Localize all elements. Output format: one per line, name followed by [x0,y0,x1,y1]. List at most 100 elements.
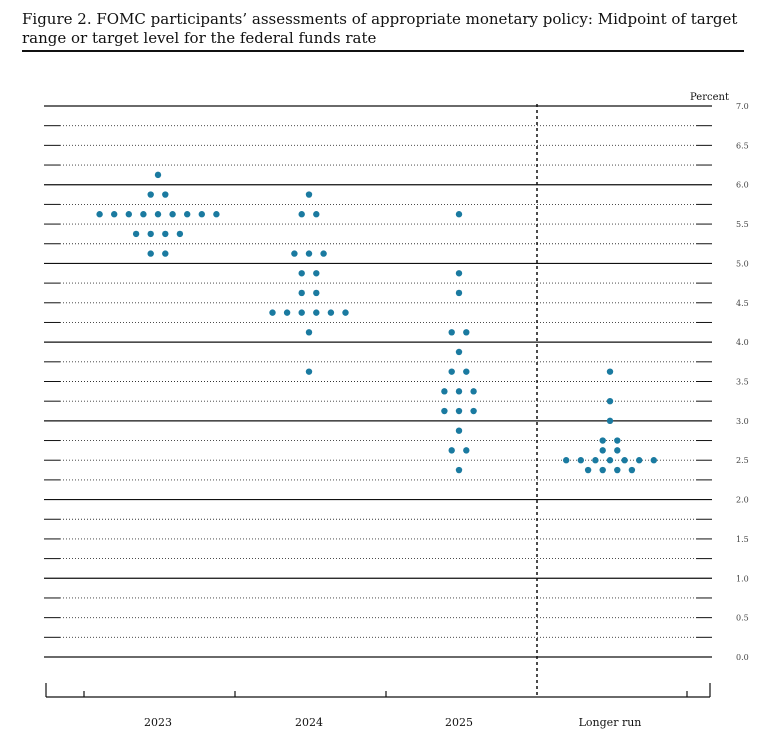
x-category-labels: 2023 2024 2025 Longer run [144,716,641,729]
dot [305,191,313,198]
dot [320,250,327,257]
dot [614,437,621,444]
dot [599,447,606,454]
dot [213,211,220,218]
y-tick-label: 1.5 [736,535,749,544]
dot [470,407,477,415]
dot [305,329,313,336]
y-tick-label: 3.0 [736,417,749,426]
dot [313,270,320,277]
y-tick-label: 2.5 [736,456,749,465]
dot [147,191,154,198]
dot [455,427,463,434]
dot [96,211,103,218]
dot [614,466,621,474]
dot [455,270,463,277]
dot [455,407,463,415]
dot [470,388,477,395]
dot [298,289,305,297]
dot [584,466,592,474]
figure-title: Figure 2. FOMC participants’ assessments… [22,10,738,47]
y-axis-unit-label: Percent [690,92,729,103]
dot [636,457,643,464]
dot [455,388,463,395]
dot [342,309,349,316]
dot [298,270,305,277]
dot [313,309,320,316]
dot [455,289,463,297]
y-tick-label: 3.5 [736,378,749,387]
dot [147,250,154,257]
dot [606,368,614,375]
dot [606,417,614,425]
dot [298,211,305,218]
dot [140,211,147,218]
dot [592,457,599,464]
title-rule [22,50,744,52]
x-category-label: 2023 [144,716,172,729]
dot [463,447,470,454]
dot [184,211,191,218]
y-tick-label: 4.5 [736,299,749,308]
dot [147,230,154,238]
x-category-label: Longer run [579,716,642,729]
dot [176,230,184,238]
dot [305,368,313,375]
dot [463,368,470,375]
x-category-label: 2024 [295,716,323,729]
y-tick-labels: 7.0 6.5 6.0 5.5 5.0 4.5 4.0 3.5 3.0 2.5 2.0 1.5 1.0 0… [736,102,749,662]
dot [269,309,276,316]
y-tick-label: 7.0 [736,102,749,111]
x-category-label: 2025 [445,716,473,729]
dot [441,407,448,415]
dot [327,309,335,316]
dot [298,309,305,316]
dot [455,466,463,474]
dot [463,329,470,336]
dot [125,211,132,218]
dot [154,211,162,218]
dot [313,289,320,297]
dot [162,250,169,257]
dot [448,329,455,336]
y-tick-label: 0.5 [736,614,749,623]
dot [291,250,298,257]
dot [614,447,621,454]
dot [162,191,169,198]
y-tick-label: 2.0 [736,496,749,505]
dot [441,388,448,395]
y-tick-label: 5.5 [736,220,749,229]
dot [455,211,463,218]
dot [448,368,455,375]
dots [96,171,657,474]
dot [162,230,169,238]
y-tick-label: 6.0 [736,181,749,190]
y-tick-label: 1.0 [736,574,749,583]
dot [313,211,320,218]
dot [628,466,636,474]
dot [111,211,118,218]
dot [563,457,570,464]
dot [650,457,657,464]
dot [283,309,291,316]
dot [599,437,606,444]
dot [599,466,606,474]
y-tick-label: 5.0 [736,259,749,268]
y-tick-label: 0.0 [736,653,749,662]
dot [455,348,463,356]
y-tick-label: 6.5 [736,141,749,150]
dot [305,250,313,257]
dot [169,211,176,218]
dot [606,397,614,405]
dot [132,230,140,238]
grid-lines [44,105,712,658]
dot [606,457,614,464]
dot [198,211,205,218]
dot [448,447,455,454]
dot [154,171,162,179]
dot [621,457,628,464]
y-tick-label: 4.0 [736,338,749,347]
dot [577,457,584,464]
x-axis [45,104,711,698]
